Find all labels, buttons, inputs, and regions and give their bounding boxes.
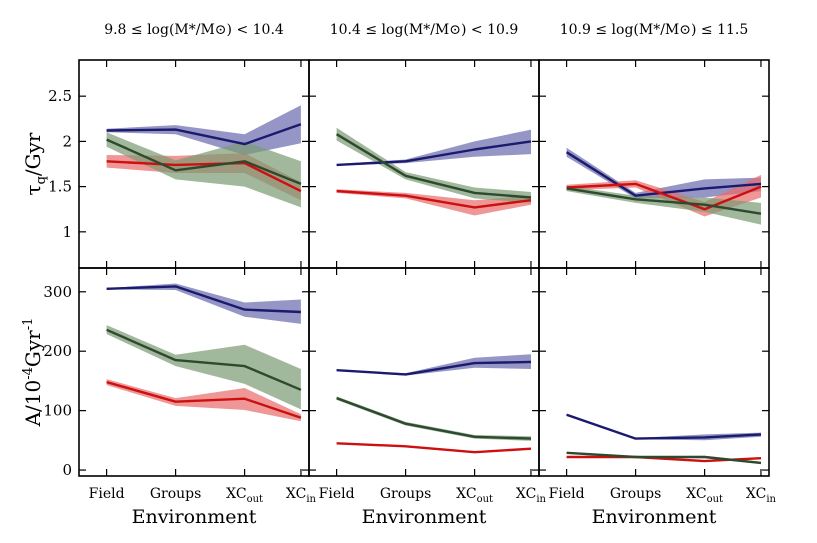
x-tick-label: Field xyxy=(89,486,125,502)
y-axis-label-top: τq/Gyr xyxy=(21,132,49,195)
y-tick-label: 2.5 xyxy=(48,87,72,105)
blue-line xyxy=(106,285,301,314)
y-axis-label-bottom: A/10-4Gyr-1 xyxy=(21,318,45,428)
blue-line xyxy=(565,151,762,197)
blue-line xyxy=(106,123,302,146)
blue-band xyxy=(336,354,531,376)
x-tick-label: Field xyxy=(319,486,355,502)
green-band xyxy=(336,396,531,441)
x-tick-label: XCout xyxy=(456,486,493,505)
blue-line xyxy=(336,140,532,167)
panels: 1 1.5 2 2.5 0 100 200 300 xyxy=(43,59,770,479)
y-tick-label: 200 xyxy=(43,342,72,360)
green-line xyxy=(335,133,532,199)
x-axis-labels: Field Groups XCout XCin Environment Field Grou… xyxy=(89,486,777,528)
green-line xyxy=(106,328,302,391)
x-tick-label: Field xyxy=(549,486,585,502)
y-axis-labels: τq/Gyr A/10-4Gyr-1 xyxy=(21,132,49,427)
x-tick-label: XCin xyxy=(746,486,777,505)
green-band xyxy=(106,325,301,410)
y-tick-label: 0 xyxy=(62,461,72,479)
x-tick-label: Groups xyxy=(610,486,661,502)
blue-band xyxy=(566,413,761,441)
red-line xyxy=(106,380,302,419)
x-axis-title: Environment xyxy=(132,506,257,528)
x-tick-label: Groups xyxy=(150,486,201,502)
y-tick-label: 100 xyxy=(43,402,72,420)
panel-frame xyxy=(538,267,770,477)
green-line xyxy=(566,187,762,215)
panel-r0-c0: 1 1.5 2 2.5 xyxy=(48,59,310,269)
x-tick-label: XCout xyxy=(686,486,723,505)
column-title: 10.9 ≤ log(M*/M⊙) ≤ 11.5 xyxy=(560,22,749,38)
panel-r0-c1 xyxy=(308,59,540,269)
green-line xyxy=(336,396,532,440)
x-axis-title: Environment xyxy=(362,506,487,528)
y-tick-label: 1 xyxy=(62,223,72,241)
panel-r1-c1 xyxy=(308,267,540,477)
red-line xyxy=(106,160,302,193)
blue-line xyxy=(566,413,762,440)
blue-line xyxy=(336,360,532,376)
column-titles: 9.8 ≤ log(M*/M⊙) < 10.4 10.4 ≤ log(M*/M⊙)… xyxy=(104,22,748,38)
column-title: 9.8 ≤ log(M*/M⊙) < 10.4 xyxy=(104,22,284,38)
red-band xyxy=(336,189,531,216)
y-tick-label: 1.5 xyxy=(48,178,72,196)
red-line xyxy=(566,182,762,211)
panel-r1-c0: 0 100 200 300 xyxy=(43,267,310,479)
panel-r0-c2 xyxy=(538,59,770,269)
green-line xyxy=(566,451,762,465)
green-line xyxy=(106,138,302,186)
x-axis-title: Environment xyxy=(592,506,717,528)
column-title: 10.4 ≤ log(M*/M⊙) < 10.9 xyxy=(330,22,519,38)
y-tick-label: 2 xyxy=(62,132,72,150)
red-line xyxy=(336,442,532,454)
panel-r1-c2 xyxy=(538,267,770,477)
red-line xyxy=(336,189,532,209)
green-band xyxy=(106,132,301,208)
x-tick-label: XCout xyxy=(226,486,263,505)
panel-frame xyxy=(538,59,770,269)
y-tick-label: 300 xyxy=(43,283,72,301)
x-tick-label: Groups xyxy=(380,486,431,502)
x-tick-label: XCin xyxy=(516,486,547,505)
x-tick-label: XCin xyxy=(286,486,317,505)
blue-band xyxy=(106,283,301,324)
